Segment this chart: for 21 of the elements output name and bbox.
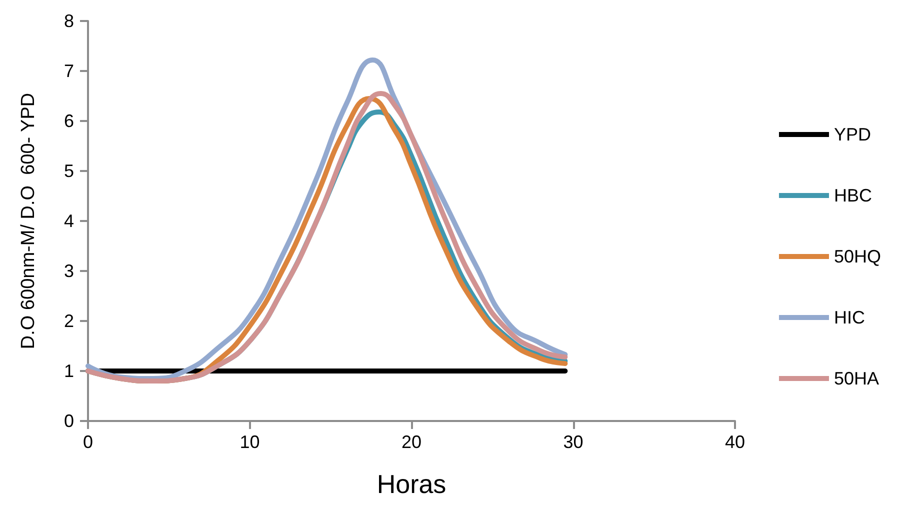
x-tick-label: 30 [563, 432, 584, 452]
legend-label: HIC [834, 308, 865, 328]
legend-label: 50HQ [834, 246, 882, 266]
legend-label: YPD [834, 124, 871, 144]
x-tick-label: 0 [82, 432, 94, 452]
y-tick-label: 0 [64, 411, 74, 431]
legend-label: 50HA [834, 368, 880, 388]
y-tick-label: 2 [64, 311, 74, 331]
x-axis-title: Horas [376, 469, 446, 499]
y-tick-label: 1 [64, 361, 74, 381]
y-tick-label: 4 [64, 211, 74, 231]
x-tick-label: 20 [401, 432, 422, 452]
x-tick-label: 10 [240, 432, 260, 452]
y-tick-label: 3 [64, 261, 74, 281]
legend-label: HBC [834, 186, 872, 206]
y-tick-label: 5 [64, 161, 74, 181]
y-tick-label: 6 [64, 111, 74, 131]
y-tick-label: 7 [64, 61, 74, 81]
y-tick-label: 8 [64, 11, 74, 31]
y-axis-title: D.O 600nm-M/ D.O 600- YPD [18, 92, 39, 350]
x-tick-label: 40 [724, 432, 746, 452]
